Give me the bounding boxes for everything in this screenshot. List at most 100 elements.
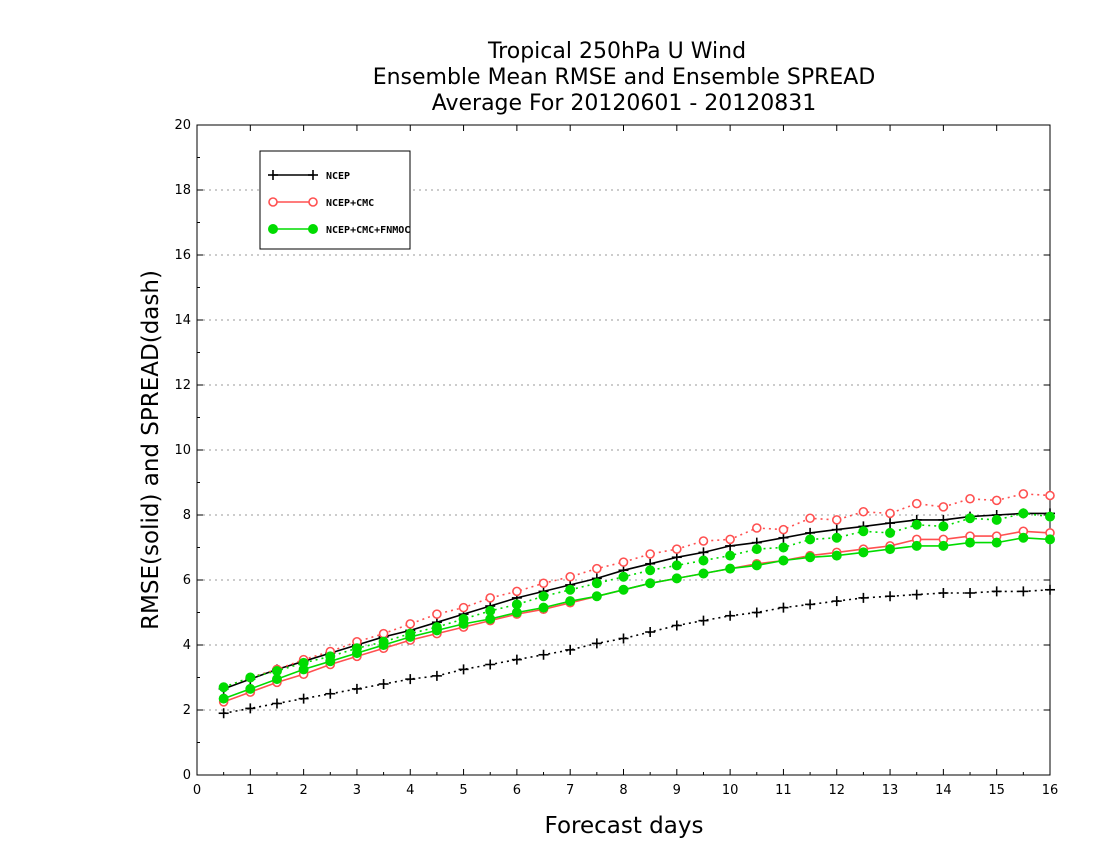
data-point-ncep-cmc-spread-15.5: [1018, 489, 1029, 499]
y-tick-label-0: 0: [183, 768, 191, 783]
data-point-ncep-cmc-spread-7: [565, 571, 575, 582]
x-tick-label-6: 6: [513, 783, 521, 798]
data-point-ncep-spread-15.5: [1018, 586, 1029, 597]
data-point-ncep-cmc-fnmoc-rmse-15: [991, 537, 1002, 548]
data-point-ncep-cmc-fnmoc-spread-5: [458, 614, 469, 624]
legend-marker-left: [268, 224, 278, 234]
x-tick-label-7: 7: [566, 783, 574, 798]
data-point-ncep-cmc-fnmoc-rmse-14: [938, 540, 949, 551]
series-line-ncep-cmc-spread: [223, 493, 1051, 689]
data-point-ncep-spread-11: [778, 602, 789, 613]
series-layer: [218, 489, 1055, 719]
data-point-ncep-cmc-spread-11: [778, 524, 789, 535]
y-tick-label-6: 6: [183, 573, 191, 588]
y-tick-label-8: 8: [183, 508, 191, 523]
data-point-ncep-cmc-fnmoc-spread-11.5: [805, 534, 816, 545]
y-tick-label-12: 12: [174, 378, 191, 393]
legend-entry-ncep-cmc-fnmoc: NCEP+CMC+FNMOC: [268, 224, 410, 236]
data-point-ncep-cmc-fnmoc-spread-7: [565, 584, 576, 595]
data-point-ncep-cmc-fnmoc-rmse-14.5: [965, 537, 976, 548]
legend-entry-ncep: NCEP: [268, 170, 350, 182]
data-point-ncep-spread-14.5: [965, 588, 976, 598]
data-point-ncep-spread-4: [405, 674, 416, 685]
data-point-ncep-spread-7.5: [591, 638, 602, 649]
data-point-ncep-cmc-fnmoc-rmse-11: [778, 555, 789, 566]
data-point-ncep-cmc-spread-8: [618, 557, 629, 567]
data-point-ncep-cmc-fnmoc-rmse-9.5: [698, 568, 709, 579]
data-point-ncep-cmc-fnmoc-spread-10: [725, 550, 736, 561]
data-point-ncep-cmc-fnmoc-rmse-0.5: [218, 693, 229, 704]
data-point-ncep-cmc-spread-12.5: [858, 506, 869, 517]
y-tick-label-14: 14: [174, 313, 191, 328]
data-point-ncep-cmc-spread-4.5: [432, 609, 442, 619]
data-point-ncep-spread-1: [245, 703, 256, 714]
data-point-ncep-cmc-fnmoc-rmse-15.5: [1018, 532, 1029, 543]
legend: NCEP NCEP+CMC NCEP+CMC+FNMOC: [259, 150, 411, 250]
x-tick-label-13: 13: [882, 783, 899, 798]
x-tick-label-8: 8: [619, 783, 627, 798]
data-point-ncep-cmc-spread-14.5: [965, 493, 975, 504]
data-point-ncep-cmc-spread-8.5: [645, 549, 655, 559]
data-point-ncep-spread-10.5: [751, 607, 762, 618]
data-point-ncep-spread-9: [671, 620, 682, 631]
data-point-ncep-spread-12: [831, 596, 842, 607]
y-tick-label-20: 20: [174, 118, 191, 133]
series-line-ncep-cmc-rmse: [223, 530, 1051, 703]
series-ncep-cmc-fnmoc-spread: [218, 508, 1055, 693]
data-point-ncep-cmc-fnmoc-rmse-13.5: [911, 540, 922, 551]
x-tick-label-14: 14: [935, 783, 952, 798]
data-point-ncep-cmc-fnmoc-spread-4: [405, 628, 416, 639]
data-point-ncep-cmc-spread-6.5: [538, 578, 549, 589]
legend-box: [259, 150, 411, 250]
data-point-ncep-spread-10: [725, 610, 736, 621]
data-point-ncep-cmc-fnmoc-spread-4.5: [431, 622, 442, 633]
data-point-ncep-cmc-fnmoc-spread-8: [618, 571, 629, 582]
data-point-ncep-cmc-fnmoc-spread-3: [351, 643, 362, 654]
data-point-ncep-cmc-fnmoc-spread-12: [831, 532, 842, 543]
legend-marker-right: [308, 197, 318, 207]
data-point-ncep-spread-14: [938, 588, 949, 598]
data-point-ncep-cmc-spread-14: [938, 502, 949, 512]
data-point-ncep-spread-8.5: [645, 627, 656, 637]
data-point-ncep-cmc-fnmoc-spread-16: [1045, 511, 1055, 522]
data-point-ncep-cmc-fnmoc-spread-12.5: [858, 526, 869, 537]
data-point-ncep-cmc-spread-11.5: [805, 513, 815, 524]
data-point-ncep-cmc-fnmoc-spread-15: [991, 514, 1002, 525]
x-tick-label-15: 15: [988, 783, 1005, 798]
data-point-ncep-cmc-fnmoc-rmse-12: [831, 550, 842, 561]
data-point-ncep-cmc-spread-16: [1045, 490, 1055, 501]
series-line-ncep-cmc-fnmoc-rmse: [223, 536, 1051, 700]
data-point-ncep-cmc-fnmoc-rmse-6.5: [538, 602, 549, 613]
data-point-ncep-cmc-fnmoc-spread-2.5: [325, 651, 336, 662]
data-point-ncep-cmc-fnmoc-spread-13.5: [911, 519, 922, 530]
series-ncep-cmc-rmse: [218, 526, 1055, 707]
data-point-ncep-spread-12.5: [858, 592, 869, 603]
legend-marker-left: [268, 197, 278, 207]
series-line-ncep-spread: [223, 589, 1051, 715]
data-point-ncep-spread-3: [351, 683, 362, 694]
data-point-ncep-spread-5: [458, 664, 469, 675]
data-point-ncep-cmc-fnmoc-rmse-8.5: [645, 578, 656, 589]
data-point-ncep-cmc-fnmoc-spread-1.5: [271, 666, 282, 676]
y-tick-label-10: 10: [174, 443, 191, 458]
data-point-ncep-cmc-fnmoc-rmse-11.5: [805, 552, 816, 563]
y-tick-label-4: 4: [183, 638, 191, 653]
data-point-ncep-spread-0.5: [218, 708, 229, 719]
x-tick-label-3: 3: [353, 783, 361, 798]
data-point-ncep-cmc-fnmoc-spread-14.5: [965, 513, 976, 524]
legend-marker-left: [268, 170, 278, 180]
data-point-ncep-rmse-13: [885, 518, 896, 529]
data-point-ncep-cmc-spread-15: [991, 495, 1002, 506]
data-point-ncep-spread-13.5: [911, 589, 922, 600]
data-point-ncep-spread-6.5: [538, 649, 549, 660]
data-point-ncep-spread-6: [511, 654, 522, 665]
data-point-ncep-cmc-fnmoc-spread-5.5: [485, 605, 496, 616]
data-point-ncep-spread-11.5: [805, 599, 816, 610]
data-point-ncep-cmc-fnmoc-spread-1: [245, 672, 256, 683]
y-axis-title: RMSE(solid) and SPREAD(dash): [138, 270, 164, 630]
data-point-ncep-cmc-spread-3.5: [378, 628, 389, 639]
x-tick-label-16: 16: [1042, 783, 1059, 798]
data-point-ncep-spread-2.5: [325, 688, 336, 699]
y-tick-label-2: 2: [183, 703, 191, 718]
